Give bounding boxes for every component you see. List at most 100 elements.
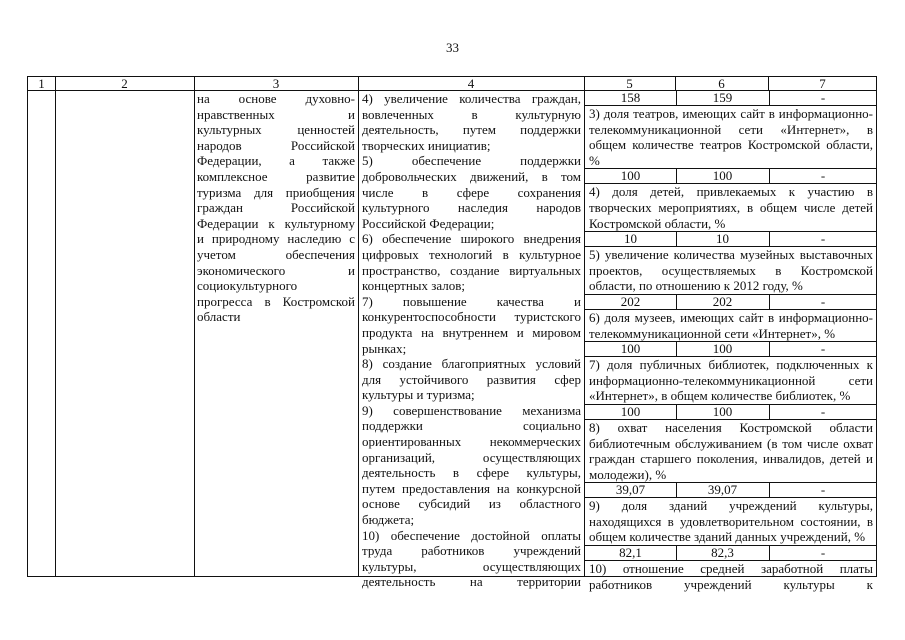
value-col-6: 202 — [712, 293, 733, 309]
value-col-5: 100 — [620, 168, 641, 184]
col3-line: народов Российской — [197, 137, 355, 153]
indicator-description: 7) доля публичных библиотек, подключенны… — [585, 357, 877, 405]
col4-line: культурного наследия народов — [362, 200, 581, 216]
header-col-6: 6 — [718, 76, 725, 91]
col4-line: труда работников учреждений — [362, 543, 581, 559]
value-col-6: 10 — [716, 231, 729, 247]
value-col-7: - — [820, 403, 826, 419]
indicator-line: области, по отношению к 2012 году, % — [589, 278, 803, 294]
column-divider — [768, 77, 769, 90]
cell-divider — [769, 232, 770, 247]
indicator-values-row: 82,1 82,3 - — [585, 545, 877, 562]
col4-line: вовлеченных в культурную — [362, 106, 581, 122]
value-col-6: 159 — [712, 90, 733, 105]
col4-line: деятельность в сфере культуры, — [362, 465, 581, 481]
header-col-3: 3 — [272, 76, 280, 91]
col4-line: Российской Федерации; — [362, 215, 495, 231]
col3-line: на основе духовно- — [197, 91, 355, 106]
col3-line: социокультурного — [197, 278, 298, 294]
col3-line: нравственных и — [197, 106, 355, 122]
indicator-line: 9) доля зданий учреждений культуры, — [589, 498, 873, 514]
col4-line: рынках; — [362, 340, 407, 356]
col4-line: 10) обеспечение достойной оплаты — [362, 527, 581, 543]
cell-divider — [769, 546, 770, 561]
indicators-column: 158 159 - 3) доля театров, имеющих сайт в и… — [585, 91, 877, 592]
indicator-line: 8) охват населения Костромской области — [589, 419, 873, 435]
col3-line: Федерации, а также — [197, 153, 355, 169]
indicator-line: телекоммуникационной сети «Интернет», % — [589, 325, 836, 341]
indicator-description: 5) увеличение количества музейных выстав… — [585, 247, 877, 295]
value-col-7: - — [820, 293, 826, 309]
col4-line: культуры, осуществляющих — [362, 558, 581, 574]
col4-line: путем предоставления на конкурсной — [362, 480, 581, 496]
col4-line: организаций, осуществляющих — [362, 449, 581, 465]
value-col-5: 158 — [620, 90, 641, 105]
col4-line: культуры и туризма; — [362, 387, 475, 403]
indicator-line: общем количестве театров Костромской обл… — [589, 137, 873, 153]
header-col-5: 5 — [626, 76, 633, 91]
value-col-7: - — [820, 231, 826, 247]
col3-line: учетом обеспечения — [197, 246, 355, 262]
indicator-line: 6) доля музеев, имеющих сайт в информаци… — [589, 309, 873, 325]
indicator-description: 9) доля зданий учреждений культуры, наход… — [585, 498, 877, 547]
col4-line: для устойчивого развития сфер — [362, 371, 581, 387]
header-col-7: 7 — [819, 76, 826, 91]
cell-divider — [676, 342, 677, 357]
col3-text: на основе духовно-нравственных и культурн… — [197, 91, 355, 325]
col3-line: комплексное развитие — [197, 168, 355, 184]
col4-line: бюджета; — [362, 512, 415, 528]
col3-line: области — [197, 309, 241, 325]
indicator-description: 10) отношение средней заработной платы ра… — [585, 561, 877, 592]
column-divider — [584, 77, 585, 576]
col4-line: 4) увеличение количества граждан, — [362, 91, 581, 106]
col4-line: продукта на внутреннем и мировом — [362, 324, 581, 340]
col4-line: числе в сфере сохранения — [362, 184, 581, 200]
col4-line: ориентированных некоммерческих — [362, 434, 581, 450]
indicator-line: % — [589, 152, 600, 168]
indicator-values-row: 100 100 - — [585, 341, 877, 358]
cell-divider — [769, 404, 770, 419]
cell-divider — [769, 342, 770, 357]
value-col-6: 39,07 — [707, 482, 738, 498]
indicator-values-row: 202 202 - — [585, 293, 877, 310]
indicator-line: работников учреждений культуры к — [589, 576, 873, 592]
col4-line: 5) обеспечение поддержки — [362, 153, 581, 169]
indicator-line: находящихся в удовлетворительном состоян… — [589, 513, 873, 529]
col4-line: 8) создание благоприятных условий — [362, 356, 581, 372]
col4-line: цифровых технологий в культурное — [362, 246, 581, 262]
cell-divider — [769, 483, 770, 498]
col4-line: концертных залов; — [362, 278, 466, 294]
indicator-description: 3) доля театров, имеющих сайт в информац… — [585, 106, 877, 170]
indicator-line: Костромской области, % — [589, 215, 726, 231]
cell-divider — [769, 294, 770, 309]
cell-divider — [769, 91, 770, 105]
cell-divider — [676, 483, 677, 498]
col4-line: творческих инициатив; — [362, 137, 491, 153]
value-col-6: 100 — [712, 403, 733, 419]
value-col-6: 82,3 — [711, 545, 734, 561]
value-col-5: 39,07 — [615, 482, 646, 498]
header-col-2: 2 — [121, 76, 128, 91]
indicator-line: информационно-телекоммуникационной сети — [589, 372, 873, 388]
col3-line: и природному наследию с — [197, 231, 355, 247]
page-number: 33 — [446, 40, 459, 55]
indicator-line: «Интернет», в общем количестве библиотек… — [589, 388, 851, 404]
indicator-line: 4) доля детей, привлекаемых к участию в — [589, 184, 873, 200]
col3-line: туризма для приобщения — [197, 184, 355, 200]
col4-line: конкурентоспособности туристского — [362, 309, 581, 325]
cell-divider — [676, 404, 677, 419]
cell-divider — [676, 91, 677, 105]
col4-text: 4) увеличение количества граждан, вовлече… — [362, 91, 581, 590]
column-divider — [358, 77, 359, 576]
col4-line: основе субсидий из областного — [362, 496, 581, 512]
indicator-values-row: 39,07 39,07 - — [585, 482, 877, 499]
col3-line: прогресса в Костромской — [197, 293, 355, 309]
indicator-line: 10) отношение средней заработной платы — [589, 561, 873, 577]
indicator-line: творческих мероприятиях, в общем числе д… — [589, 199, 873, 215]
value-col-7: - — [820, 341, 826, 357]
col4-line: 7) повышение качества и — [362, 293, 581, 309]
col4-line: деятельность на территории — [362, 574, 581, 590]
cell-divider — [676, 169, 677, 184]
col3-line: Федерации к культурному — [197, 215, 355, 231]
